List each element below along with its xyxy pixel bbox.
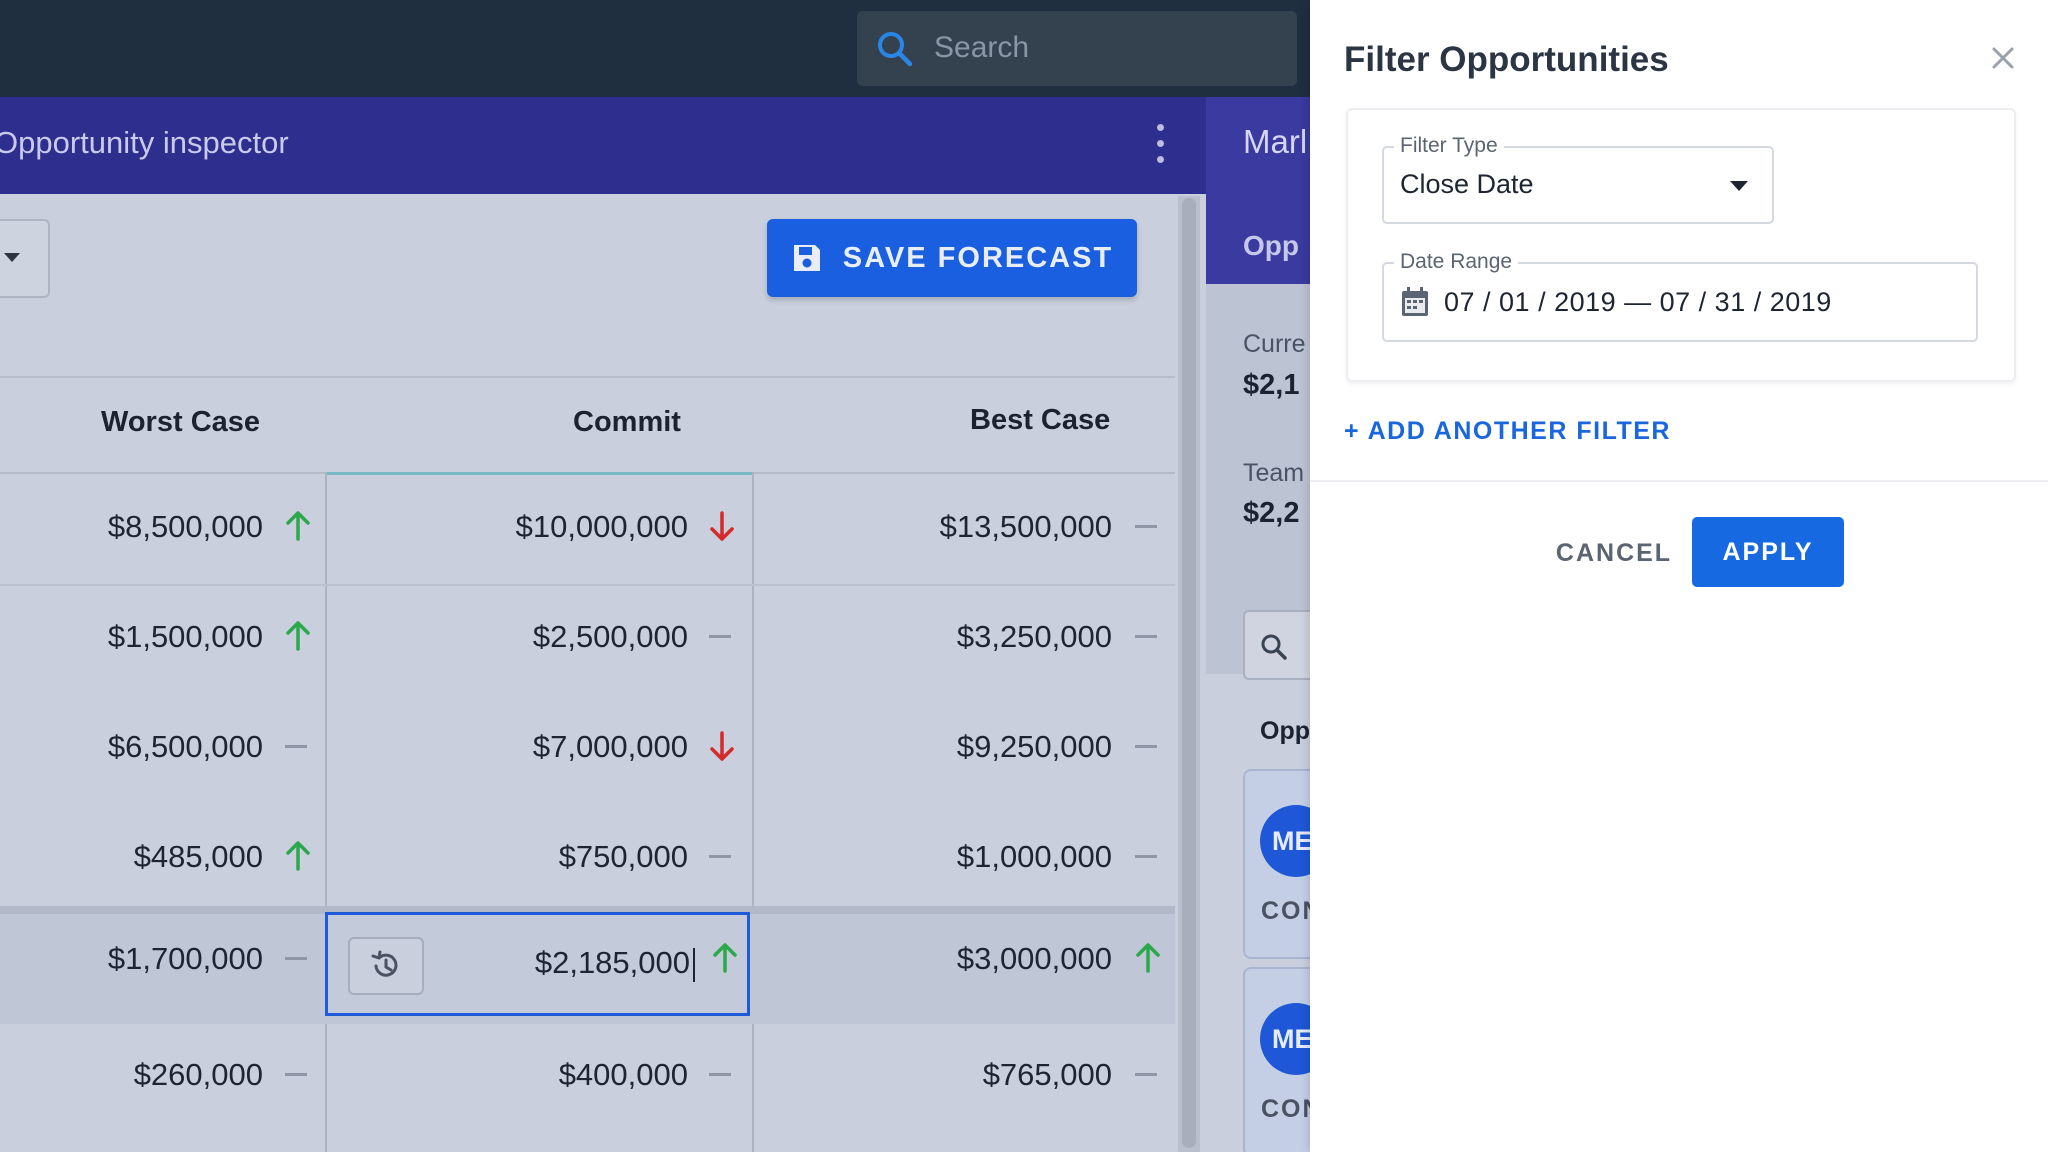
arrow-up-icon [713, 943, 737, 973]
current-value: $2,1 [1243, 369, 1300, 401]
filter-type-select[interactable]: Filter Type Close Date [1382, 134, 1774, 224]
text-cursor [693, 947, 695, 982]
search-placeholder[interactable]: Search [934, 31, 1030, 64]
column-header-worst-case[interactable]: Worst Case [101, 406, 261, 438]
avatar: ME [1260, 1003, 1310, 1075]
team-value: $2,2 [1243, 497, 1300, 529]
view-dropdown[interactable] [0, 219, 50, 298]
caret-down-icon [4, 253, 20, 262]
card-caption: CON [1261, 1095, 1310, 1123]
table-row[interactable] [0, 584, 1175, 696]
commit-cell-value[interactable]: $10,000,000 [515, 509, 688, 544]
no-change-dash-icon [1135, 635, 1157, 638]
commit-cell-value[interactable]: $7,000,000 [532, 729, 688, 764]
column-header-best-case[interactable]: Best Case [970, 404, 1111, 436]
commit-input-value[interactable]: $2,185,000 [535, 945, 695, 982]
filter-drawer: Filter Opportunities Filter Type Close D… [1310, 0, 2048, 1152]
side-panel-search[interactable] [1243, 610, 1310, 680]
filter-card: Filter Type Close Date Date Range 07 / 0… [1346, 108, 2016, 382]
best-cell-value[interactable]: $9,250,000 [956, 729, 1112, 764]
commit-input-text[interactable]: $2,185,000 [534, 945, 690, 980]
save-forecast-label: SAVE FORECAST [842, 241, 1114, 274]
arrow-down-icon [710, 511, 734, 541]
scrollbar-thumb[interactable] [1182, 198, 1196, 1148]
worst-cell-value[interactable]: $6,500,000 [107, 729, 263, 764]
drawer-title: Filter Opportunities [1344, 40, 1669, 79]
history-icon [371, 950, 398, 977]
column-header-commit[interactable]: Commit [573, 406, 681, 438]
worst-cell-value[interactable]: $260,000 [133, 1057, 263, 1092]
no-change-dash-icon [285, 745, 307, 748]
commit-cell-value[interactable]: $750,000 [558, 839, 688, 874]
no-change-dash-icon [1135, 1073, 1157, 1076]
side-panel-subtitle: Opp [1243, 230, 1299, 261]
grid-scrollbar[interactable] [1178, 196, 1200, 1152]
current-label: Curre [1243, 330, 1306, 358]
history-button[interactable] [348, 937, 424, 995]
no-change-dash-icon [1135, 525, 1157, 528]
date-range-field[interactable]: Date Range 07 / 01 / 2019 — 07 / 31 / 20… [1382, 250, 1978, 342]
opportunity-card[interactable]: ME CON [1243, 967, 1310, 1152]
avatar: ME [1260, 805, 1310, 877]
best-cell-value[interactable]: $3,000,000 [956, 941, 1112, 976]
opportunity-card[interactable]: ME CON [1243, 769, 1310, 959]
card-caption: CON [1261, 897, 1310, 925]
arrow-up-icon [286, 511, 310, 541]
no-change-dash-icon [709, 635, 731, 638]
calendar-icon[interactable] [1400, 286, 1430, 318]
commit-cell-value[interactable]: $2,500,000 [532, 619, 688, 654]
add-another-filter-link[interactable]: + ADD ANOTHER FILTER [1344, 417, 1671, 445]
apply-button[interactable]: APPLY [1692, 517, 1844, 587]
cancel-button[interactable]: CANCEL [1555, 539, 1673, 567]
worst-cell-value[interactable]: $485,000 [133, 839, 263, 874]
arrow-up-icon [286, 841, 310, 871]
divider [0, 376, 1175, 378]
worst-cell-value[interactable]: $1,500,000 [107, 619, 263, 654]
best-cell-value[interactable]: $13,500,000 [939, 509, 1112, 544]
side-panel-title: Marl [1243, 123, 1308, 160]
worst-cell-value[interactable]: $1,700,000 [107, 941, 263, 976]
forecast-grid: Worst Case Commit Best Case $8,500,000 $1… [0, 376, 1175, 1152]
search-box[interactable]: Search [857, 11, 1297, 86]
team-label: Team [1243, 459, 1305, 487]
filter-type-value[interactable]: Close Date [1400, 169, 1534, 199]
search-icon [1261, 634, 1287, 660]
toolbar: SAVE FORECAST [0, 194, 1175, 376]
commit-edit-cell[interactable]: $2,185,000 [325, 912, 750, 1016]
commit-cell-value[interactable]: $400,000 [558, 1057, 688, 1092]
side-panel-header: Marl Opp [1206, 97, 1310, 284]
worst-cell-value[interactable]: $8,500,000 [107, 509, 263, 544]
commit-column [325, 472, 754, 1152]
more-options-icon[interactable] [1150, 124, 1170, 168]
arrow-up-icon [1136, 943, 1160, 973]
best-cell-value[interactable]: $3,250,000 [956, 619, 1112, 654]
caret-down-icon[interactable] [1730, 181, 1748, 191]
save-forecast-button[interactable]: SAVE FORECAST [767, 219, 1137, 297]
no-change-dash-icon [709, 855, 731, 858]
save-icon [793, 245, 820, 271]
date-range-value[interactable]: 07 / 01 / 2019 — 07 / 31 / 2019 [1444, 287, 1832, 317]
no-change-dash-icon [1135, 745, 1157, 748]
best-cell-value[interactable]: $765,000 [982, 1057, 1112, 1092]
no-change-dash-icon [1135, 855, 1157, 858]
close-icon[interactable] [1988, 43, 2018, 73]
side-panel-summary [1206, 284, 1310, 674]
best-cell-value[interactable]: $1,000,000 [956, 839, 1112, 874]
opportunity-side-panel: Marl Opp Curre $2,1 Team $2,2 Opp ME CON… [1206, 97, 1310, 1152]
arrow-up-icon [286, 621, 310, 651]
top-bar: Search [0, 0, 1310, 97]
no-change-dash-icon [285, 957, 307, 960]
inspector-title: Opportunity inspector [0, 125, 289, 160]
no-change-dash-icon [709, 1073, 731, 1076]
opportunities-label: Opp [1260, 717, 1310, 745]
date-range-label: Date Range [1394, 250, 1519, 274]
divider [1310, 480, 2048, 482]
inspector-header: Opportunity inspector [0, 97, 1206, 194]
no-change-dash-icon [285, 1073, 307, 1076]
search-icon [878, 32, 913, 67]
filter-type-label: Filter Type [1394, 134, 1504, 158]
arrow-down-icon [710, 731, 734, 761]
